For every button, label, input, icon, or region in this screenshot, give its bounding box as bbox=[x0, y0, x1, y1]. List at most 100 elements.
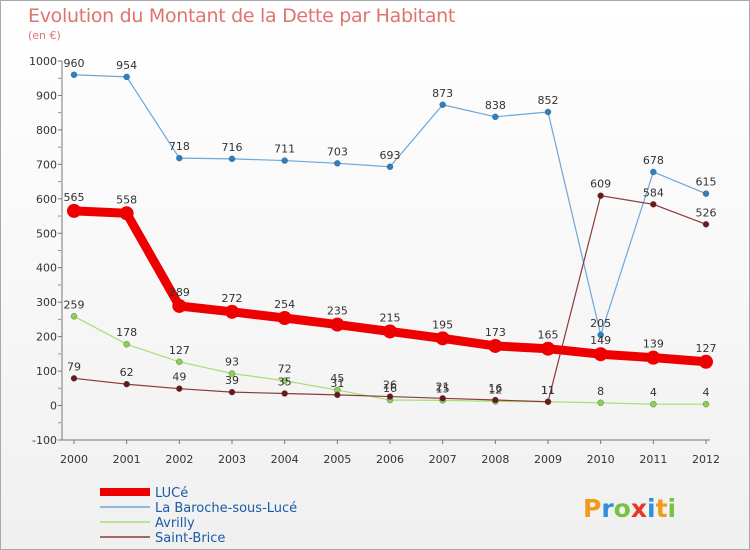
data-point-avrilly bbox=[650, 400, 657, 408]
data-label-saint-brice: 35 bbox=[278, 375, 292, 388]
data-point-luce bbox=[330, 317, 345, 332]
data-point-la-baroche-sous-luce bbox=[176, 154, 183, 162]
data-label-saint-brice: 609 bbox=[590, 178, 611, 191]
y-tick-label: 100 bbox=[36, 365, 57, 378]
data-label-la-baroche-sous-luce: 960 bbox=[64, 57, 85, 70]
chart-unit: (en €) bbox=[28, 29, 61, 42]
data-label-la-baroche-sous-luce: 703 bbox=[327, 145, 348, 158]
data-label-luce: 215 bbox=[380, 311, 401, 324]
data-point-saint-brice bbox=[702, 221, 710, 228]
y-tick-label: 400 bbox=[36, 262, 57, 275]
data-point-luce bbox=[67, 203, 81, 218]
data-point-la-baroche-sous-luce bbox=[123, 73, 130, 81]
data-point-luce bbox=[119, 206, 134, 221]
data-point-la-baroche-sous-luce bbox=[544, 108, 552, 116]
series-lines bbox=[67, 71, 713, 408]
data-point-saint-brice bbox=[70, 375, 78, 382]
data-label-saint-brice: 584 bbox=[643, 186, 664, 199]
data-label-la-baroche-sous-luce: 954 bbox=[116, 59, 137, 72]
axes: -100 0 100 200 300 400 500 600 700 800 900 1000 2000… bbox=[29, 55, 720, 466]
data-point-la-baroche-sous-luce bbox=[334, 160, 341, 167]
data-label-la-baroche-sous-luce: 615 bbox=[696, 176, 717, 189]
data-label-saint-brice: 49 bbox=[172, 371, 186, 384]
data-point-saint-brice bbox=[334, 391, 341, 399]
data-point-luce bbox=[225, 304, 239, 319]
y-tick-label: 200 bbox=[36, 331, 57, 344]
legend-label-luce: LUCé bbox=[155, 486, 188, 501]
data-label-la-baroche-sous-luce: 838 bbox=[485, 99, 506, 112]
x-tick-label: 2002 bbox=[165, 453, 193, 466]
data-label-avrilly: 11 bbox=[541, 384, 555, 397]
x-tick-label: 2000 bbox=[60, 453, 88, 466]
data-label-luce: 139 bbox=[643, 338, 664, 351]
y-tick-label: 800 bbox=[36, 124, 57, 137]
proxiti-logo-text: Proxiti bbox=[583, 494, 676, 523]
data-point-saint-brice bbox=[123, 380, 130, 388]
data-point-luce bbox=[172, 298, 187, 313]
data-label-avrilly: 8 bbox=[597, 385, 604, 398]
data-point-avrilly bbox=[176, 358, 183, 365]
x-tick-label: 2010 bbox=[587, 453, 615, 466]
legend-label-la-baroche-sous-luce: La Baroche-sous-Lucé bbox=[155, 501, 297, 516]
x-tick-label: 2007 bbox=[429, 453, 457, 466]
y-tick-label: -100 bbox=[32, 434, 57, 447]
data-point-saint-brice bbox=[439, 395, 446, 402]
data-point-la-baroche-sous-luce bbox=[597, 331, 604, 339]
data-point-avrilly bbox=[123, 341, 130, 348]
legend-label-saint-brice: Saint-Brice bbox=[155, 531, 225, 546]
data-point-luce bbox=[277, 311, 292, 326]
x-tick-label: 2011 bbox=[639, 453, 667, 466]
data-label-la-baroche-sous-luce: 873 bbox=[432, 87, 453, 100]
x-tick-label: 2001 bbox=[113, 453, 141, 466]
data-label-la-baroche-sous-luce: 716 bbox=[222, 141, 243, 154]
data-point-luce bbox=[593, 347, 608, 362]
y-tick-label: 1000 bbox=[29, 55, 57, 68]
data-label-luce: 173 bbox=[485, 326, 506, 339]
data-point-saint-brice bbox=[492, 396, 499, 404]
data-label-avrilly: 259 bbox=[64, 298, 85, 311]
data-point-avrilly bbox=[597, 399, 604, 406]
data-point-luce bbox=[435, 331, 450, 346]
x-tick-label: 2003 bbox=[218, 453, 246, 466]
data-label-avrilly: 127 bbox=[169, 344, 190, 357]
data-label-luce: 195 bbox=[432, 318, 453, 331]
data-label-luce: 235 bbox=[327, 305, 348, 318]
y-tick-label: 900 bbox=[36, 89, 57, 102]
data-label-saint-brice: 31 bbox=[330, 377, 344, 390]
data-label-saint-brice: 16 bbox=[488, 382, 502, 395]
data-label-avrilly: 72 bbox=[278, 363, 292, 376]
data-label-avrilly: 4 bbox=[650, 386, 657, 399]
data-label-avrilly: 178 bbox=[116, 326, 137, 339]
data-point-luce bbox=[646, 350, 661, 365]
data-point-saint-brice bbox=[228, 388, 236, 396]
data-point-la-baroche-sous-luce bbox=[702, 190, 710, 197]
data-label-avrilly: 93 bbox=[225, 356, 239, 369]
data-label-saint-brice: 526 bbox=[696, 206, 717, 219]
data-label-saint-brice: 39 bbox=[225, 374, 239, 387]
data-label-luce: 565 bbox=[64, 191, 85, 204]
legend-label-avrilly: Avrilly bbox=[155, 516, 195, 531]
data-point-avrilly bbox=[702, 400, 710, 408]
data-label-saint-brice: 21 bbox=[436, 380, 450, 393]
data-point-la-baroche-sous-luce bbox=[70, 71, 78, 78]
x-tick-label: 2012 bbox=[692, 453, 720, 466]
data-point-luce bbox=[541, 341, 555, 356]
data-label-la-baroche-sous-luce: 852 bbox=[538, 94, 559, 107]
data-point-saint-brice bbox=[597, 192, 604, 199]
data-label-avrilly: 12 bbox=[488, 383, 502, 396]
data-label-la-baroche-sous-luce: 693 bbox=[380, 149, 401, 162]
data-label-luce: 127 bbox=[696, 342, 717, 355]
x-tick-label: 2005 bbox=[323, 453, 351, 466]
data-point-avrilly bbox=[70, 313, 78, 320]
data-point-luce bbox=[383, 324, 397, 339]
y-tick-label: 600 bbox=[36, 193, 57, 206]
data-label-avrilly: 16 bbox=[383, 382, 397, 395]
data-label-luce: 165 bbox=[538, 329, 559, 342]
data-label-saint-brice: 11 bbox=[541, 384, 555, 397]
data-point-luce bbox=[488, 338, 503, 353]
data-point-la-baroche-sous-luce bbox=[439, 101, 446, 108]
x-tick-label: 2008 bbox=[481, 453, 509, 466]
data-point-saint-brice bbox=[176, 385, 183, 392]
